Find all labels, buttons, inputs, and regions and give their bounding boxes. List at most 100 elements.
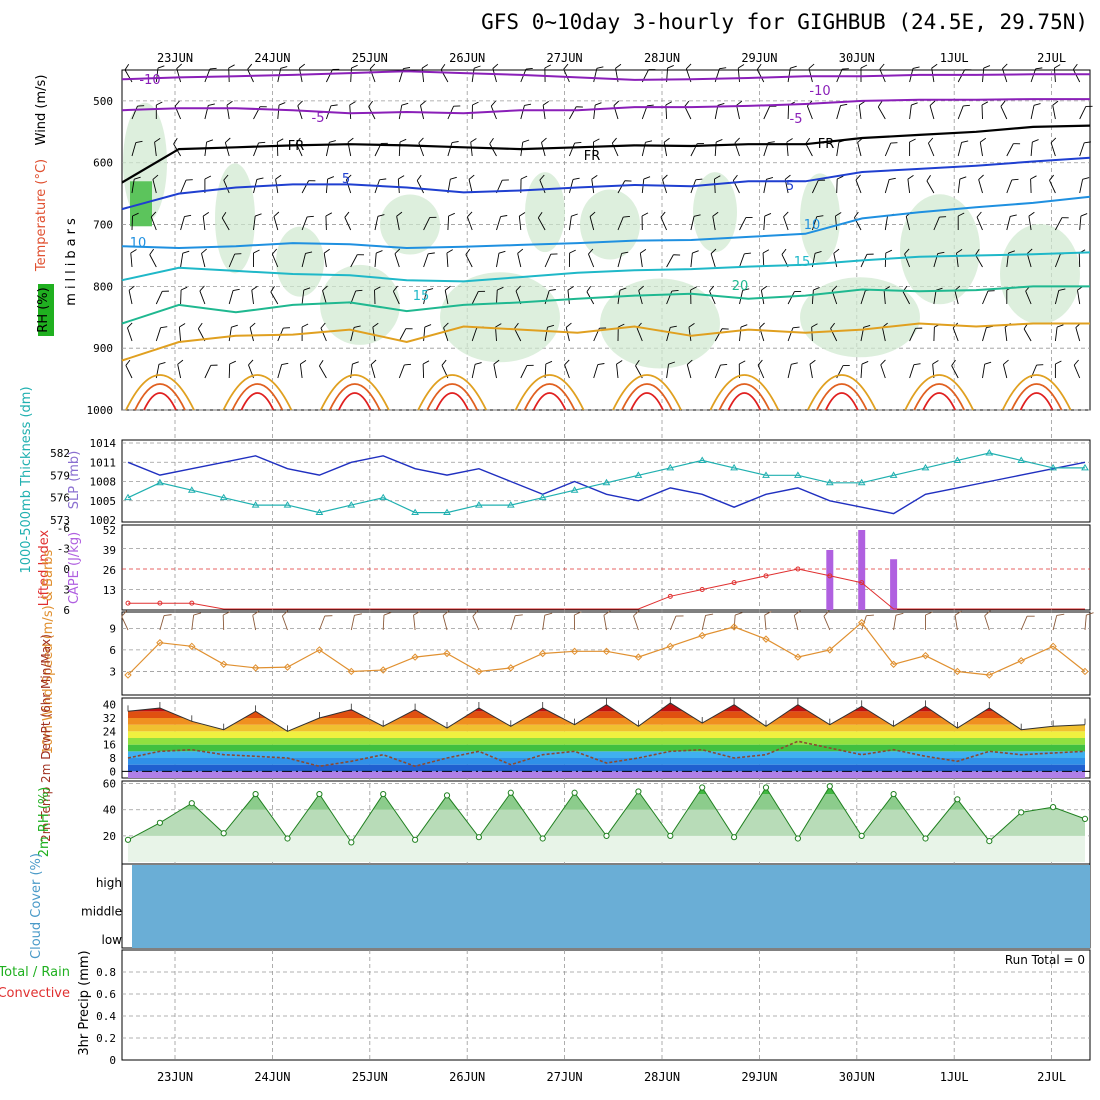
wind-speed-marker	[921, 651, 930, 660]
precip-total-label: Total / Rain	[0, 965, 70, 980]
wind-barb-feather	[347, 137, 354, 143]
wind-barb	[569, 106, 583, 120]
wind-barb	[489, 137, 497, 157]
wind-barb	[1030, 67, 1043, 83]
warm-isotherm	[417, 374, 488, 411]
wind-barb-shaft	[398, 364, 405, 379]
wind-barb-shaft	[397, 179, 400, 194]
wind-barb	[975, 249, 983, 268]
wind-barb	[1054, 324, 1064, 342]
wind-barb	[709, 285, 716, 305]
wind-barb-shaft	[204, 365, 212, 379]
wind-barb	[273, 211, 280, 231]
wind-barb-feather	[769, 105, 777, 107]
wind-speed-marker	[794, 653, 802, 661]
wind-barb	[982, 361, 992, 379]
date-label-bottom: 26JUN	[449, 1070, 485, 1084]
wind-barb-feather	[327, 176, 335, 180]
contour-label: -5	[790, 112, 803, 127]
contour-label: 5	[786, 179, 794, 194]
wind-barb-feather	[716, 139, 723, 143]
wind-barb-feather	[421, 64, 429, 69]
wind-barb	[787, 362, 798, 379]
wind-barb-shaft	[763, 216, 766, 231]
wind-barb-shaft	[688, 327, 692, 342]
wind-barb-feather	[405, 328, 413, 330]
warm-isotherm	[319, 374, 390, 411]
wind-barb	[787, 65, 797, 83]
wind-barb-feather	[193, 612, 202, 616]
wind-barb-shaft	[714, 178, 716, 194]
wind-barb	[613, 100, 620, 120]
wind-barb-feather	[1086, 612, 1094, 616]
thickness-tick-label: 576	[50, 492, 70, 505]
lifted-index-marker	[795, 566, 801, 572]
wind-barb-shaft	[1000, 106, 1008, 120]
warm-isotherm	[709, 374, 780, 411]
wind-barb-shaft	[125, 365, 133, 379]
wind-barb-feather	[440, 63, 446, 71]
date-label-bottom: 1JUL	[940, 1070, 969, 1084]
wind-barb-shaft	[471, 327, 478, 342]
wind-barb-shaft	[398, 141, 401, 157]
wind-barb-feather	[443, 322, 449, 329]
wind-barb	[471, 362, 482, 379]
wind-barb-feather	[369, 63, 376, 70]
wind-barb-shaft	[884, 216, 888, 231]
wind-barb-shaft	[224, 142, 230, 157]
rh-shading	[800, 173, 840, 264]
wind-barb-feather	[766, 177, 774, 180]
wind-barb-feather	[299, 63, 306, 69]
wind-barb-feather	[686, 63, 692, 70]
wind-barb-shaft	[297, 105, 303, 120]
wind-barb-shaft	[739, 217, 747, 231]
wind-barb-feather	[668, 361, 676, 365]
wind-barb-feather	[184, 214, 192, 217]
thickness-marker	[475, 501, 483, 508]
wind-barb-shaft	[951, 365, 959, 379]
rh-marker	[1018, 809, 1025, 816]
warm-isotherm	[125, 374, 195, 411]
wind-barb-shaft	[793, 615, 799, 631]
wind-barb-shaft	[593, 105, 596, 120]
thickness-marker	[985, 449, 994, 456]
wind-barb-shaft	[517, 253, 522, 268]
wind-barb-feather	[835, 212, 842, 217]
wind-barb	[1072, 63, 1081, 83]
wind-barb	[957, 104, 970, 120]
wind-barb-feather	[1030, 175, 1037, 180]
wind-barb-feather	[1080, 213, 1088, 217]
wind-barb	[394, 248, 401, 268]
wind-barb-feather	[524, 103, 532, 106]
date-label-top: 23JUN	[157, 51, 193, 65]
wind-barb-feather	[860, 64, 868, 69]
wind-barb-feather	[866, 253, 874, 255]
wind-barb	[276, 138, 284, 157]
warm-isotherm	[621, 383, 673, 411]
wind-barb	[690, 250, 699, 268]
wind-barb	[858, 101, 866, 120]
wind-barb-shaft	[1030, 105, 1035, 120]
wind-barb-10m	[893, 612, 904, 631]
wind-barb-feather	[976, 211, 982, 218]
wind-barb-shaft	[933, 290, 937, 305]
thickness-marker	[315, 508, 324, 516]
wind-barb-feather	[404, 363, 412, 366]
wind-barb	[884, 177, 896, 194]
wind-barb	[423, 324, 432, 342]
wind-barb	[204, 364, 218, 379]
wind-barb-shaft	[739, 327, 742, 342]
wind-barb	[933, 323, 941, 342]
thickness-marker	[379, 493, 388, 501]
rh-marker	[794, 835, 802, 842]
rh-axis-label: RH (%)	[36, 287, 51, 332]
wind-barb-feather	[128, 285, 135, 291]
wind-barb-feather	[424, 324, 432, 328]
wind-barb-feather	[344, 211, 350, 218]
wind-barb	[270, 286, 279, 305]
wind-barb-feather	[173, 138, 178, 145]
wind-barb-feather	[675, 615, 684, 617]
wind-barb	[739, 324, 748, 342]
precip-tick-label: 0.4	[96, 1010, 116, 1023]
wind-barb-feather	[399, 138, 407, 143]
